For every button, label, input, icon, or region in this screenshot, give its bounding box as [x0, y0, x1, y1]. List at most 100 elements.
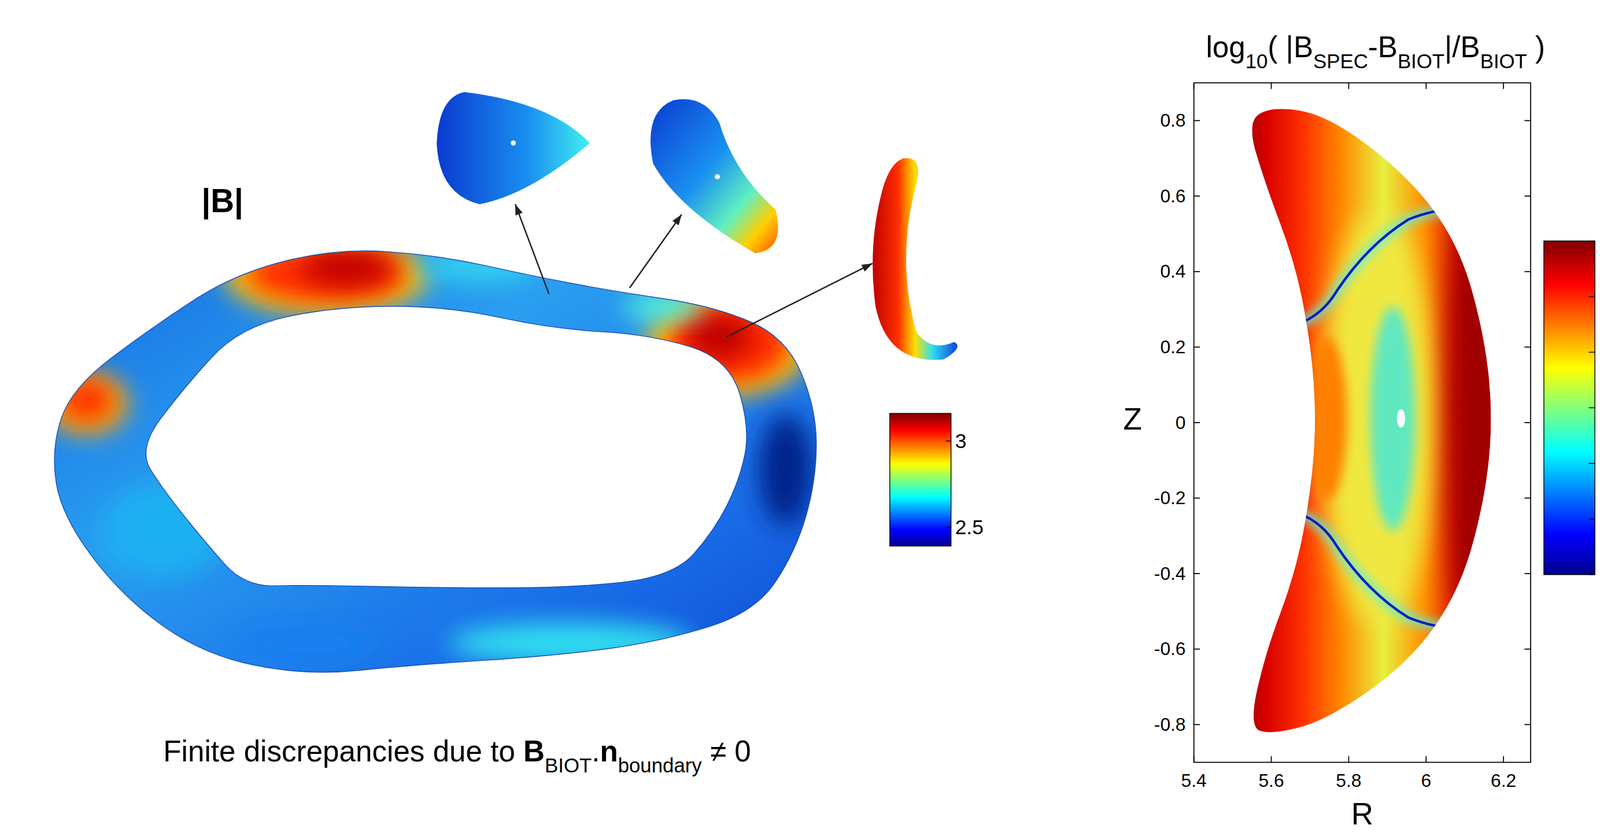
x-tick	[1502, 82, 1505, 90]
arrow-head	[515, 204, 523, 216]
colorbar-tick	[1589, 351, 1596, 353]
colorbar-tick	[946, 440, 952, 442]
chart-title-part: log	[1205, 30, 1245, 64]
colorbar	[889, 413, 952, 546]
y-tick-label: -0.2	[1154, 487, 1186, 509]
chart-title-part: BIOT	[1397, 50, 1445, 73]
x-tick-label: 5.6	[1258, 770, 1284, 792]
x-tick-label: 6	[1420, 770, 1432, 792]
chart-title-part: -B	[1368, 30, 1398, 64]
caption-part: Finite discrepancies due to	[163, 734, 524, 768]
y-tick	[1524, 648, 1531, 650]
y-tick	[1524, 271, 1531, 273]
plot-area	[1234, 97, 1506, 750]
arrow	[515, 204, 549, 294]
torus-surface	[0, 204, 868, 715]
colorbar-tick-label: 3	[955, 429, 967, 453]
y-tick	[1524, 120, 1531, 122]
field-patch	[622, 292, 704, 321]
arrow	[726, 263, 872, 338]
y-tick	[1524, 497, 1531, 500]
caption-part: B	[523, 734, 545, 768]
field-patch	[759, 413, 813, 526]
y-tick	[1194, 346, 1201, 348]
field-patch	[234, 624, 378, 662]
plot-frame	[1194, 82, 1531, 763]
chart-title-part: BIOT	[1480, 50, 1528, 73]
caption-part: .	[591, 734, 600, 768]
section-3	[872, 157, 958, 360]
y-tick-label: 0.4	[1159, 260, 1186, 282]
field-patch	[1306, 337, 1348, 501]
y-tick	[1194, 648, 1201, 650]
error-field	[1234, 97, 1506, 750]
caption: Finite discrepancies due to BBIOT.nbound…	[163, 734, 751, 777]
y-tick-label: 0.6	[1159, 185, 1186, 207]
colorbar-tick	[1589, 240, 1596, 242]
field-ridge	[1295, 209, 1455, 325]
chart-title-part: |/B	[1444, 30, 1481, 64]
section-1	[436, 91, 590, 205]
x-axis-title: R	[1351, 796, 1374, 831]
y-tick-label: -0.6	[1154, 638, 1186, 660]
x-tick	[1270, 82, 1273, 90]
caption-part: boundary	[618, 754, 703, 777]
field-patch	[45, 372, 128, 434]
torus	[0, 204, 868, 715]
x-tick	[1502, 756, 1505, 763]
colorbar-tick	[1589, 518, 1596, 520]
colorbar-tick	[1589, 296, 1596, 297]
y-tick	[1524, 346, 1531, 348]
arrow	[629, 214, 682, 288]
y-tick	[1524, 723, 1531, 726]
chart-title-part: 10	[1245, 50, 1269, 73]
axis-point	[714, 174, 720, 180]
x-tick	[1193, 756, 1195, 763]
colorbar-tick-label: 2.5	[955, 515, 984, 539]
chart-title: log10( |BSPEC-BBIOT|/BBIOT )	[1205, 30, 1546, 73]
caption-part: BIOT	[544, 754, 592, 777]
y-tick-label: -0.4	[1154, 563, 1186, 585]
x-tick	[1270, 756, 1273, 763]
y-tick	[1194, 271, 1201, 273]
caption-part: ≠ 0	[701, 734, 752, 768]
y-tick	[1194, 497, 1201, 500]
y-tick-label: 0.8	[1159, 109, 1186, 131]
field-patch	[1370, 306, 1416, 531]
arrow-head	[861, 263, 873, 272]
y-tick	[1524, 422, 1531, 424]
field-patch	[101, 485, 225, 578]
y-tick	[1194, 195, 1201, 197]
x-tick-label: 6.2	[1490, 770, 1517, 792]
colorbar-tick	[1589, 574, 1596, 575]
x-tick-label: 5.4	[1181, 770, 1207, 792]
y-tick	[1194, 723, 1201, 726]
panel-label: |B|	[201, 182, 244, 220]
x-tick	[1425, 82, 1427, 90]
y-tick	[1524, 573, 1531, 575]
field-patch	[448, 622, 694, 664]
axis-point	[921, 257, 927, 264]
x-tick	[1193, 82, 1195, 90]
field-patch	[1449, 153, 1500, 685]
field-line	[1295, 512, 1455, 628]
y-tick-label: 0.2	[1159, 336, 1186, 358]
x-tick	[1348, 756, 1350, 763]
field-patch	[686, 314, 753, 360]
y-tick	[1194, 573, 1201, 575]
y-tick	[1524, 195, 1531, 197]
x-tick-label: 5.8	[1335, 770, 1362, 792]
field-patch	[60, 379, 114, 421]
chart-title-part: ( |B	[1267, 30, 1314, 64]
chart-title-part: SPEC	[1313, 50, 1369, 73]
section-2	[650, 98, 779, 254]
x-tick	[1348, 82, 1350, 90]
torus-outline	[54, 250, 817, 673]
error-surface	[1234, 97, 1506, 750]
chart-title-part: )	[1527, 30, 1546, 64]
y-axis-title: Z	[1123, 401, 1143, 436]
colorbar-tick	[946, 526, 952, 528]
field-ridge	[1295, 512, 1455, 628]
axis-point	[510, 140, 516, 146]
x-tick	[1425, 756, 1427, 763]
